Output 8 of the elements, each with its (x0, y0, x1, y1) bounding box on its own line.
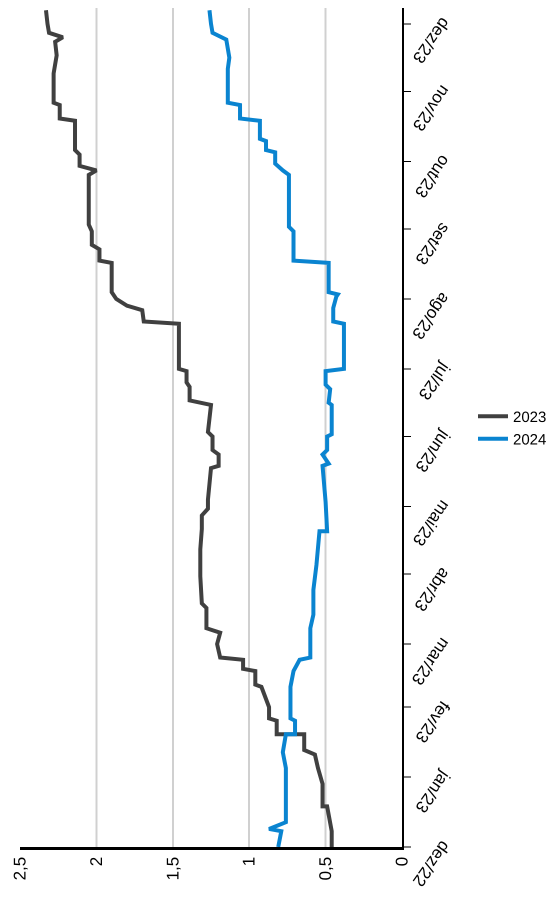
x-tick-label: 1 (240, 856, 259, 866)
x-tick-label: 0,5 (316, 856, 336, 880)
x-tick-label: 0 (392, 856, 412, 866)
x-tick-label: 2 (86, 856, 106, 866)
legend-label: 2023 (513, 409, 546, 426)
legend-label: 2024 (513, 432, 546, 449)
x-tick-label: 1,5 (163, 856, 182, 880)
x-tick-label: 2,5 (10, 856, 30, 880)
